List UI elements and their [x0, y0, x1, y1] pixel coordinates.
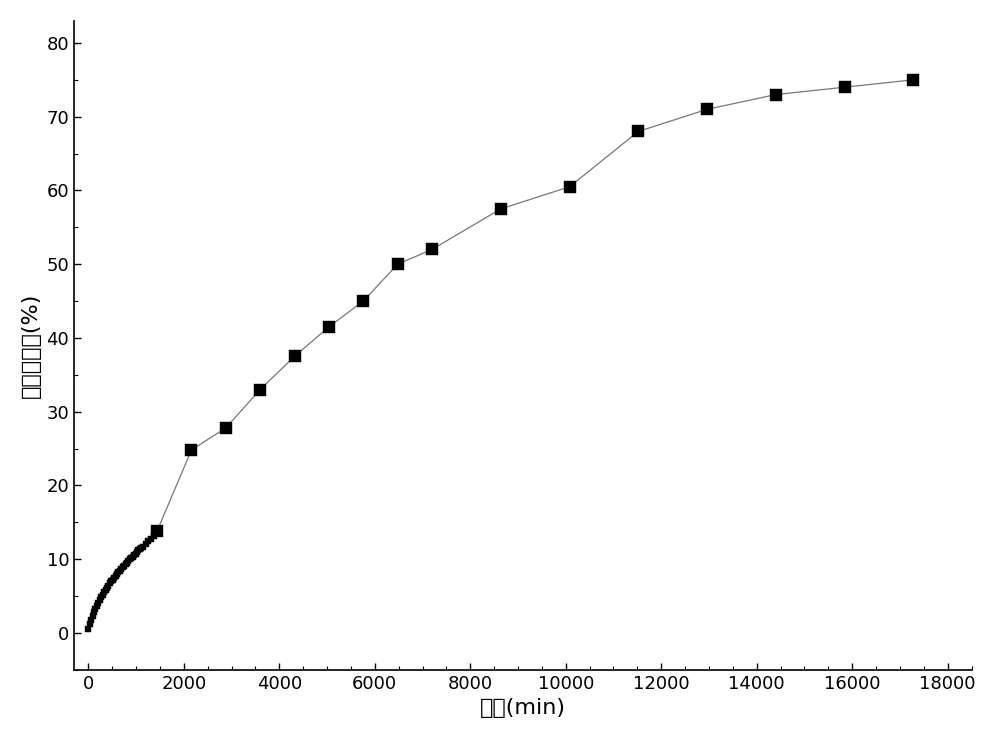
- Y-axis label: 药物释放量(%): 药物释放量(%): [21, 293, 41, 398]
- X-axis label: 时间(min): 时间(min): [480, 698, 566, 718]
